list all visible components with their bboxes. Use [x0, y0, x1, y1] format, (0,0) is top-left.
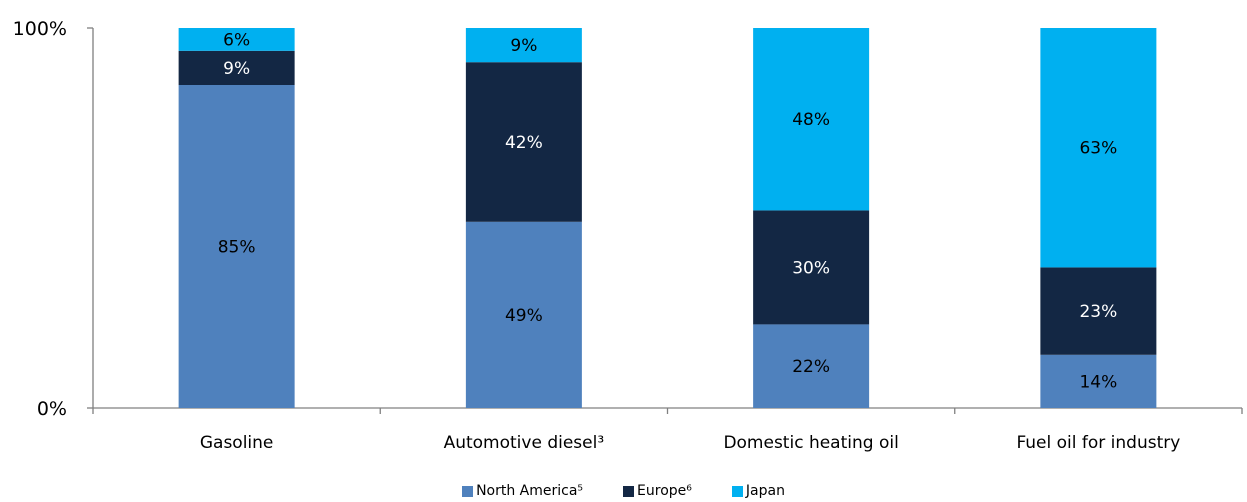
data-labels: 85% 9% 6% 49% 42% 9% 22% 30% 48% 14% 23% 63% — [218, 30, 1118, 392]
category-label: Automotive diesel³ — [444, 433, 605, 453]
data-label: 9% — [223, 59, 250, 79]
bar-segment — [465, 28, 582, 63]
data-label: 22% — [792, 357, 830, 377]
bars — [178, 28, 1157, 408]
bar-segment — [178, 85, 295, 408]
category-labels: Gasoline Automotive diesel³ Domestic heati… — [200, 433, 1180, 453]
legend-item: Europe⁶ — [623, 481, 692, 501]
data-label: 48% — [792, 110, 830, 130]
data-label: 30% — [792, 258, 830, 278]
data-label: 6% — [223, 30, 250, 50]
bar-segment — [1040, 28, 1157, 268]
bar-segment — [753, 28, 870, 211]
y-tick-label: 0% — [37, 398, 67, 420]
legend: North America⁵ Europe⁶ Japan — [0, 481, 1247, 501]
category-label: Fuel oil for industry — [1016, 433, 1180, 453]
bar-segment — [1040, 354, 1157, 408]
data-label: 14% — [1079, 372, 1117, 392]
legend-swatch — [623, 485, 635, 497]
legend-swatch — [731, 485, 743, 497]
legend-item: North America⁵ — [462, 481, 583, 501]
category-label: Gasoline — [200, 433, 274, 453]
legend-label: Japan — [745, 483, 785, 499]
bar-segment — [1040, 267, 1157, 355]
data-label: 9% — [510, 36, 537, 56]
y-tick-label: 100% — [13, 18, 67, 40]
bar-segment — [178, 28, 295, 51]
bar-segment — [465, 221, 582, 408]
data-label: 49% — [505, 306, 543, 326]
legend-label: Europe⁶ — [637, 483, 692, 499]
bar-segment — [753, 324, 870, 408]
data-label: 85% — [218, 238, 256, 258]
bar-segment — [753, 210, 870, 325]
data-label: 42% — [505, 133, 543, 153]
legend-swatch — [462, 485, 474, 497]
stacked-bar-chart: 0% 100% 85% 9% 6% 49% 42% 9% 22% 30% 48% 14% 23% 63%… — [13, 18, 1243, 453]
legend-label: North America⁵ — [476, 483, 584, 499]
bar-segment — [465, 62, 582, 222]
data-label: 63% — [1079, 139, 1117, 159]
category-label: Domestic heating oil — [723, 433, 898, 453]
bar-segment — [178, 50, 295, 85]
legend-item: Japan — [731, 481, 785, 501]
data-label: 23% — [1079, 302, 1117, 322]
